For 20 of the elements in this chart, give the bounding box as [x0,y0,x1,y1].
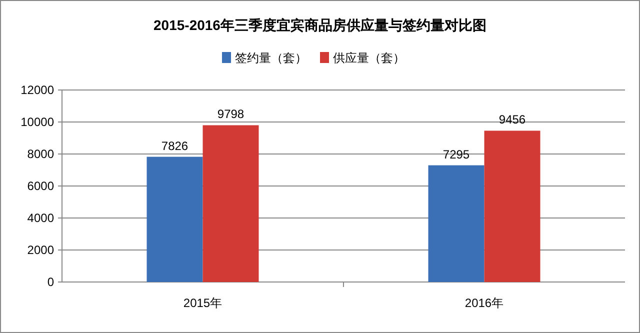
bar [202,125,259,282]
legend-label: 签约量（套） [235,51,307,65]
data-label: 9798 [217,107,244,122]
legend-label: 供应量（套） [333,51,405,65]
y-tick-label: 4000 [27,211,54,225]
x-tick-label: 2015年 [183,296,222,310]
y-tick-label: 0 [47,275,54,289]
data-label: 9456 [498,112,526,127]
y-tick-label: 12000 [20,83,54,97]
y-tick-label: 8000 [27,147,54,161]
chart-title: 2015-2016年三季度宜宾商品房供应量与签约量对比图 [154,17,486,33]
bar [428,165,484,282]
x-tick-label: 2016年 [464,296,504,310]
data-label: 7295 [442,147,470,162]
y-tick-label: 2000 [27,243,54,257]
y-tick-label: 10000 [20,115,54,129]
y-tick-label: 6000 [27,179,54,193]
data-label: 7826 [161,138,188,153]
bar [484,130,540,282]
bar [146,156,203,282]
